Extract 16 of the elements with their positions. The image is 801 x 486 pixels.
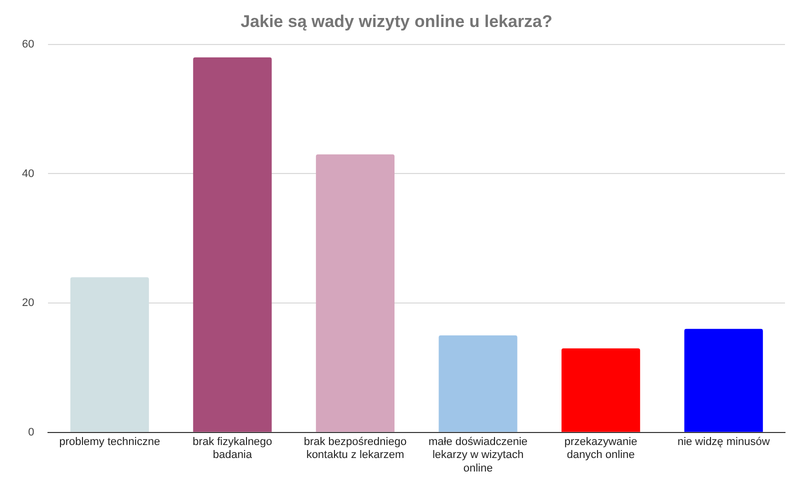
bar [684, 328, 763, 432]
bar [193, 57, 272, 432]
y-tick-label: 60 [22, 38, 34, 50]
bar [438, 335, 518, 432]
x-tick-label: problemy techniczne [59, 436, 160, 448]
y-tick-label: 40 [22, 168, 34, 180]
x-tick-label: nie widzę minusów [677, 436, 770, 448]
x-tick-label: brak fizykalnego badania [192, 436, 272, 462]
y-tick-label: 20 [22, 297, 34, 310]
bar [316, 154, 395, 432]
bar [562, 348, 640, 432]
x-tick-label: przekazywanie danych online [564, 436, 638, 462]
x-tick-label: małe doświadczenie lekarzy w wizytach online [428, 436, 528, 474]
y-tick-label: 0 [28, 426, 34, 438]
x-tick-label: brak bezpośredniego kontaktu z lekarzem [304, 436, 407, 462]
chart-title: Jakie są wady wizyty online u lekarza? [240, 12, 552, 31]
